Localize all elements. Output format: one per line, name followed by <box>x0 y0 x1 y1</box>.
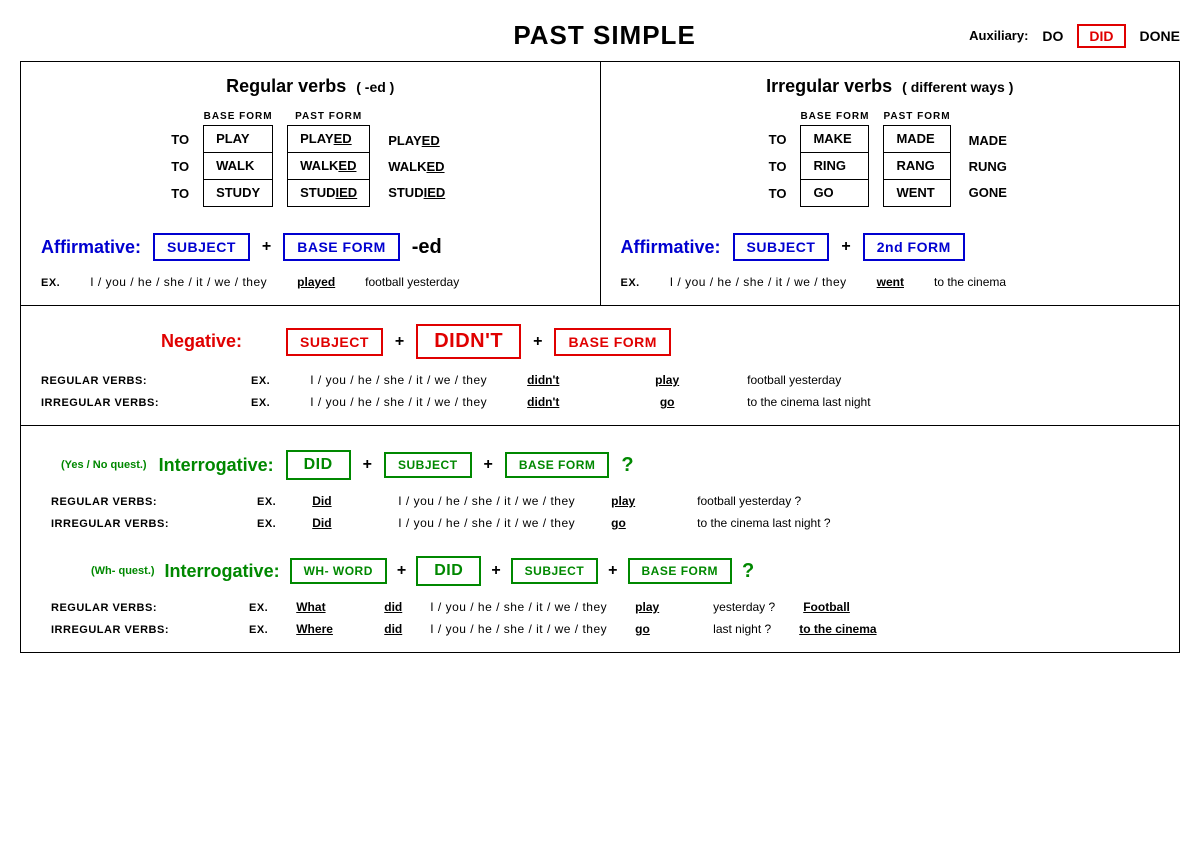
negative-section: Negative: SUBJECT + DIDN'T + BASE FORM R… <box>21 306 1179 426</box>
token-did: DID <box>416 556 481 586</box>
aux-did: DID <box>1077 24 1125 48</box>
plus-icon: + <box>262 238 271 256</box>
wh-example-regular: REGULAR VERBS: EX. What did I / you / he… <box>31 600 1149 614</box>
regular-heading: Regular verbs ( -ed ) <box>41 76 580 97</box>
page: PAST SIMPLE Auxiliary: DO DID DONE Regul… <box>20 20 1180 653</box>
token-did: DID <box>286 450 351 480</box>
title-row: PAST SIMPLE Auxiliary: DO DID DONE <box>20 20 1180 51</box>
yn-example-irregular: IRREGULAR VERBS: EX. Did I / you / he / … <box>31 516 1149 530</box>
wh-example-irregular: IRREGULAR VERBS: EX. Where did I / you /… <box>31 622 1149 636</box>
question-mark: ? <box>742 560 754 583</box>
token-base-form: BASE FORM <box>505 452 610 478</box>
token-subject: SUBJECT <box>153 233 250 261</box>
irregular-example: EX. I / you / he / she / it / we / they … <box>621 275 1160 289</box>
page-title: PAST SIMPLE <box>240 20 969 51</box>
yn-interrogative-formula: (Yes / No quest.) Interrogative: DID + S… <box>31 450 1149 480</box>
plus-icon: + <box>533 333 542 351</box>
token-base-form: BASE FORM <box>283 233 400 261</box>
regular-affirmative-formula: Affirmative: SUBJECT + BASE FORM -ed <box>41 233 580 261</box>
irregular-heading: Irregular verbs ( different ways ) <box>621 76 1160 97</box>
plus-icon: + <box>491 562 500 580</box>
plus-icon: + <box>841 238 850 256</box>
to-column: TO TO TO <box>171 111 189 203</box>
past-participle-column: PLAYED WALKED STUDIED <box>384 111 449 206</box>
token-subject: SUBJECT <box>733 233 830 261</box>
affirmative-label: Affirmative: <box>621 237 721 258</box>
irregular-forms: TO TO TO BASE FORM MAKE RING GO PAST FOR <box>621 111 1160 207</box>
plus-icon: + <box>608 562 617 580</box>
suffix-ed: -ed <box>412 236 442 259</box>
irregular-section: Irregular verbs ( different ways ) TO TO… <box>601 62 1180 306</box>
interrogative-label: Interrogative: <box>165 561 280 582</box>
token-wh-word: WH- WORD <box>290 558 387 584</box>
plus-icon: + <box>397 562 406 580</box>
wh-prefix: (Wh- quest.) <box>91 565 155 577</box>
question-mark: ? <box>621 454 633 477</box>
regular-forms: TO TO TO BASE FORM PLAY WALK STUDY PAST <box>41 111 580 207</box>
token-subject: SUBJECT <box>384 452 472 478</box>
plus-icon: + <box>484 456 493 474</box>
affirmative-row: Regular verbs ( -ed ) TO TO TO BASE FORM… <box>21 62 1179 306</box>
negative-example-regular: REGULAR VERBS: EX. I / you / he / she / … <box>41 373 1149 387</box>
token-base-form: BASE FORM <box>554 328 671 356</box>
wh-interrogative-formula: (Wh- quest.) Interrogative: WH- WORD + D… <box>31 556 1149 586</box>
token-base-form: BASE FORM <box>628 558 733 584</box>
interrogative-label: Interrogative: <box>159 455 274 476</box>
token-subject: SUBJECT <box>511 558 599 584</box>
irregular-affirmative-formula: Affirmative: SUBJECT + 2nd FORM <box>621 233 1160 261</box>
auxiliary-label: Auxiliary: <box>969 28 1028 43</box>
interrogative-section: (Yes / No quest.) Interrogative: DID + S… <box>21 426 1179 652</box>
regular-section: Regular verbs ( -ed ) TO TO TO BASE FORM… <box>21 62 601 306</box>
grammar-table: Regular verbs ( -ed ) TO TO TO BASE FORM… <box>20 61 1180 653</box>
yn-example-regular: REGULAR VERBS: EX. Did I / you / he / sh… <box>31 494 1149 508</box>
token-didnt: DIDN'T <box>416 324 521 359</box>
plus-icon: + <box>395 333 404 351</box>
base-form-column: BASE FORM PLAY WALK STUDY <box>203 111 273 207</box>
negative-label: Negative: <box>161 331 242 352</box>
yn-prefix: (Yes / No quest.) <box>61 459 147 471</box>
aux-do: DO <box>1042 28 1063 44</box>
regular-example: EX. I / you / he / she / it / we / they … <box>41 275 580 289</box>
negative-example-irregular: IRREGULAR VERBS: EX. I / you / he / she … <box>41 395 1149 409</box>
token-2nd-form: 2nd FORM <box>863 233 965 261</box>
token-subject: SUBJECT <box>286 328 383 356</box>
affirmative-label: Affirmative: <box>41 237 141 258</box>
plus-icon: + <box>363 456 372 474</box>
auxiliary-block: Auxiliary: DO DID DONE <box>969 24 1180 48</box>
negative-formula: Negative: SUBJECT + DIDN'T + BASE FORM <box>41 324 1149 359</box>
aux-done: DONE <box>1140 28 1180 44</box>
past-form-column: PAST FORM PLAYED WALKED STUDIED <box>287 111 370 207</box>
